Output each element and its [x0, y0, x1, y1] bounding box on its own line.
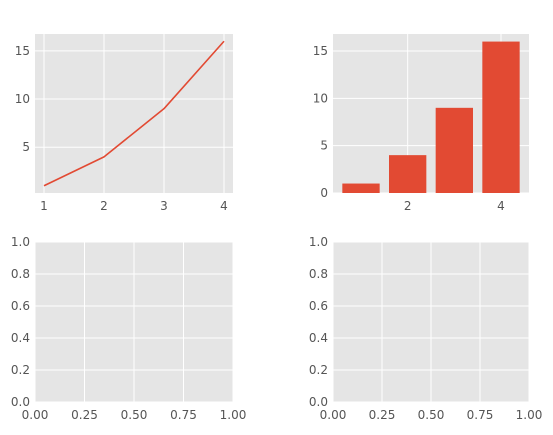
axes-background: [35, 34, 233, 193]
y-tick-label: 0.8: [309, 267, 328, 281]
x-tick-label: 0.75: [467, 408, 494, 422]
x-tick-label: 0.25: [71, 408, 98, 422]
x-tick-label: 1.00: [516, 408, 543, 422]
y-tick-label: 0.2: [11, 363, 30, 377]
y-tick-label: 0.2: [309, 363, 328, 377]
subplot-bottom-right: 0.00 0.25 0.50 0.75 1.00 0.0 0.2 0.4 0.6 0.8 1.0: [309, 235, 542, 422]
x-tick-label: 0.50: [418, 408, 445, 422]
x-tick-label: 4: [220, 199, 228, 213]
bar: [435, 107, 473, 193]
x-tick-label: 2: [100, 199, 108, 213]
y-tick-label: 5: [320, 139, 328, 153]
x-tick-label: 0.75: [170, 408, 197, 422]
y-tick-label: 0.0: [11, 395, 30, 409]
bar: [342, 183, 380, 193]
x-tick-label: 4: [497, 199, 505, 213]
y-tick-label: 0.4: [11, 331, 30, 345]
bar: [389, 155, 427, 193]
y-tick-label: 0: [320, 186, 328, 200]
x-tick-label: 0.00: [320, 408, 347, 422]
y-tick-label: 0.4: [309, 331, 328, 345]
x-tick-label: 0.25: [369, 408, 396, 422]
y-tick-label: 10: [313, 91, 328, 105]
y-tick-label: 1.0: [11, 235, 30, 249]
y-tick-label: 15: [15, 44, 30, 58]
y-tick-label: 0.0: [309, 395, 328, 409]
y-tick-label: 0.6: [309, 299, 328, 313]
bar: [482, 41, 520, 194]
series-line: [43, 40, 225, 187]
y-tick-label: 0.8: [11, 267, 30, 281]
x-tick-label: 0.50: [121, 408, 148, 422]
x-tick-label: 1: [40, 199, 48, 213]
x-tick-label: 1.00: [220, 408, 247, 422]
y-tick-label: 15: [313, 44, 328, 58]
subplot-top-right: 2 4 0 5 10 15: [313, 34, 529, 213]
x-tick-label: 3: [160, 199, 168, 213]
x-tick-label: 2: [404, 199, 412, 213]
y-tick-label: 5: [22, 140, 30, 154]
y-tick-label: 10: [15, 92, 30, 106]
subplot-bottom-left: 0.00 0.25 0.50 0.75 1.00 0.0 0.2 0.4 0.6 0.8 1.0: [11, 235, 246, 422]
x-tick-label: 0.00: [22, 408, 49, 422]
y-tick-label: 1.0: [309, 235, 328, 249]
subplot-top-left: 1 2 3 4 5 10 15: [15, 34, 233, 213]
y-tick-label: 0.6: [11, 299, 30, 313]
